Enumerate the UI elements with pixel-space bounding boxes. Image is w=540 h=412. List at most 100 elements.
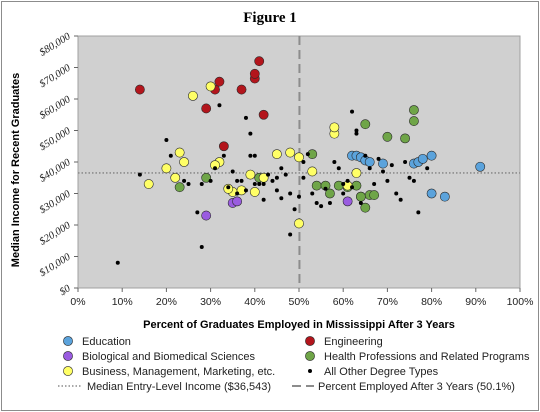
data-point <box>411 178 416 183</box>
x-tick-label: 30% <box>200 296 221 308</box>
data-point <box>201 172 212 183</box>
data-point <box>364 157 375 167</box>
x-tick-label: 40% <box>244 296 265 308</box>
series-engineering <box>134 56 269 152</box>
data-point <box>239 178 244 183</box>
legend-swatch <box>63 336 73 346</box>
data-point <box>168 153 173 158</box>
legend-label: Education <box>82 336 131 348</box>
legend-swatch <box>308 369 312 373</box>
data-point <box>205 81 216 92</box>
data-point <box>271 149 282 160</box>
data-point <box>137 172 142 177</box>
legend-label: Percent Employed After 3 Years (50.1%) <box>318 381 515 393</box>
data-point <box>426 188 437 199</box>
series-all-other-degree-types <box>115 103 430 265</box>
data-point <box>409 116 419 126</box>
data-point <box>360 202 371 213</box>
data-point <box>195 210 200 215</box>
data-point <box>115 260 120 265</box>
data-point <box>367 166 372 171</box>
data-point <box>254 56 265 67</box>
data-point <box>213 166 218 171</box>
data-point <box>297 194 301 199</box>
data-point <box>294 218 304 229</box>
data-point <box>174 182 185 193</box>
series-biological-and-biomedical-sciences <box>201 196 353 221</box>
data-point <box>378 158 388 169</box>
y-tick-label: $20,000 <box>38 220 73 248</box>
data-point <box>288 232 293 237</box>
data-point <box>201 103 212 114</box>
data-point <box>274 175 279 180</box>
x-tick-label: 80% <box>421 296 442 308</box>
data-point <box>363 153 368 158</box>
data-point <box>199 182 204 187</box>
legend-item: Biological and Biomedical Sciences <box>63 351 256 363</box>
x-tick-label: 10% <box>112 296 133 308</box>
data-point <box>288 191 293 196</box>
data-point <box>179 157 189 167</box>
data-point <box>310 191 315 196</box>
data-point <box>270 178 275 183</box>
data-point <box>188 90 198 101</box>
data-point <box>345 178 350 183</box>
y-tick-label: $30,000 <box>38 188 73 216</box>
data-point <box>319 204 324 209</box>
data-point <box>301 160 306 164</box>
data-point <box>439 191 450 202</box>
data-point <box>329 122 340 133</box>
data-point <box>341 182 346 187</box>
y-tick-label: $60,000 <box>38 94 73 122</box>
data-point <box>170 172 181 183</box>
data-point <box>376 156 381 161</box>
data-point <box>248 153 253 158</box>
series-education <box>347 150 486 202</box>
legend-item: Median Entry-Level Income ($36,543) <box>58 381 271 393</box>
data-point <box>182 178 187 183</box>
y-tick-label: $50,000 <box>38 125 73 153</box>
data-point <box>350 185 355 190</box>
legend-item: Education <box>63 336 131 348</box>
y-axis-label: Median Income for Recent Graduates <box>10 73 22 267</box>
x-tick-label: 90% <box>465 296 486 308</box>
legend-item: Business, Management, Marketing, etc. <box>63 366 275 378</box>
data-point <box>360 119 371 130</box>
data-point <box>266 172 271 177</box>
legend-label: Engineering <box>324 336 383 348</box>
data-point <box>323 186 328 191</box>
data-point <box>307 166 318 177</box>
data-point <box>314 200 319 205</box>
data-point <box>285 147 296 158</box>
data-point <box>174 147 185 158</box>
data-point <box>358 200 363 205</box>
data-point <box>305 152 310 157</box>
data-point <box>342 196 353 207</box>
data-point <box>372 182 377 187</box>
legend-label: All Other Degree Types <box>324 366 439 378</box>
data-point <box>248 131 253 136</box>
y-tick-label: $80,000 <box>38 31 73 59</box>
data-point <box>279 166 284 171</box>
legend-swatch <box>305 336 315 346</box>
data-point <box>257 182 262 187</box>
data-point <box>389 163 394 168</box>
legend-swatch <box>63 351 73 361</box>
x-tick-label: 60% <box>333 296 354 308</box>
legend-label: Median Entry-Level Income ($36,543) <box>87 381 271 393</box>
data-point <box>249 187 260 197</box>
data-point <box>382 131 393 142</box>
data-point <box>417 153 428 164</box>
data-point <box>380 169 385 174</box>
data-point <box>243 188 248 193</box>
x-tick-label: 70% <box>377 296 398 308</box>
x-axis-label: Percent of Graduates Employed in Mississ… <box>143 319 455 331</box>
data-point <box>164 137 169 142</box>
data-point <box>261 197 266 202</box>
data-point <box>403 160 408 164</box>
y-tick-label: $40,000 <box>38 157 73 185</box>
data-point <box>325 188 335 199</box>
data-point <box>208 178 213 183</box>
data-point <box>252 182 257 187</box>
